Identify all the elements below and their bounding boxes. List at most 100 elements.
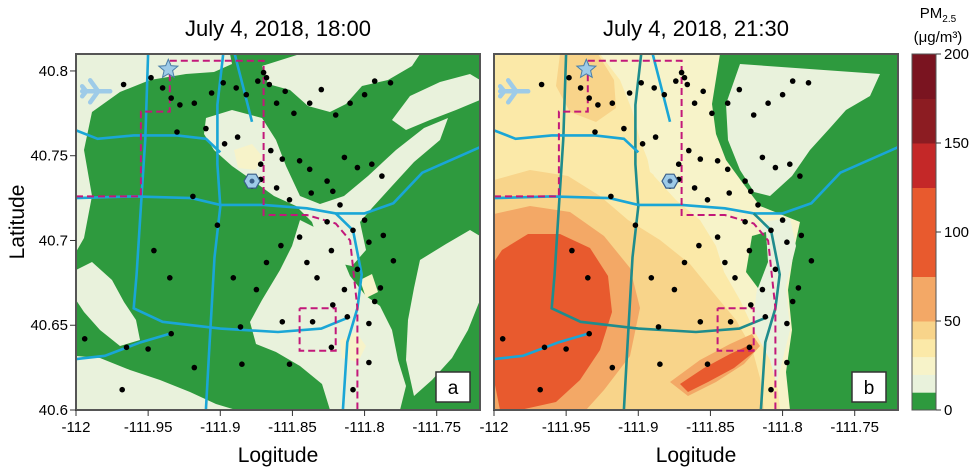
- colorbar-tick-label: 100: [944, 224, 969, 241]
- panel-a-sensor: [341, 154, 348, 161]
- panel-a-sensor: [330, 188, 336, 195]
- axes: -112 -111.95 -111.9 -111.85 -111.8 -111.75 -11…: [30, 63, 879, 436]
- x-tick-label: -111.85: [268, 419, 317, 436]
- panel-b-road-highway-east: [752, 212, 782, 410]
- panel-b-sensor: [772, 266, 779, 273]
- panel-a-boundary-1: [76, 60, 171, 198]
- panel-a-sensor: [318, 86, 325, 93]
- colorbar-band: [912, 232, 936, 277]
- star-landmark-icon: [157, 58, 180, 79]
- panel-b-sensor: [538, 81, 545, 88]
- panel-b-sensor: [592, 129, 598, 135]
- panel-a-sensor: [337, 202, 343, 208]
- panel-a-sensor: [273, 185, 280, 191]
- panel-a-sensor: [366, 239, 372, 245]
- x-tick-label: -111.95: [542, 419, 591, 436]
- panel-a-sensor: [234, 134, 241, 140]
- x-tick-label: -111.9: [618, 419, 658, 436]
- colorbar-tick-label: 50: [944, 313, 961, 330]
- panel-a-sensor: [148, 74, 154, 81]
- panel-a-sensor: [282, 88, 289, 95]
- panel-a-overlay: [76, 54, 480, 410]
- panel-a-title: July 4, 2018, 18:00: [185, 16, 371, 41]
- panel-b-sensor: [577, 85, 584, 91]
- panel-b-sensor: [569, 247, 575, 254]
- panel-a-sensor: [237, 324, 244, 330]
- panel-a-road-highway-east: [334, 212, 364, 410]
- panel-b-title: July 4, 2018, 21:30: [603, 16, 789, 41]
- x-tick-label: -111.8: [344, 419, 384, 436]
- colorbar-ticks: 200 150 100 50 0: [936, 46, 969, 419]
- panel-b-sensor: [652, 134, 659, 140]
- panel-a-label: a: [435, 371, 471, 403]
- panel-b-sensor: [585, 275, 591, 281]
- panel-b-zone-center-light: [640, 112, 702, 192]
- panel-a-zone-south: [76, 356, 236, 410]
- panel-b-sensor: [691, 100, 698, 106]
- panel-a-road-highway-201: [76, 129, 222, 154]
- panel-a-sensor: [239, 361, 245, 368]
- panel-b-sensor: [671, 286, 678, 293]
- panel-b-sensor: [673, 78, 679, 84]
- panel-a-sensor: [214, 222, 221, 228]
- panel-a-sensor: [177, 102, 183, 108]
- panel-a-sensor: [380, 232, 387, 239]
- panel-a-sensor: [296, 158, 303, 164]
- panel-b-sensor: [566, 74, 572, 81]
- panel-a-sensor: [371, 298, 378, 305]
- x-tick-label: -111.95: [124, 419, 173, 436]
- panel-a-sensor: [304, 259, 310, 266]
- panel-a-sensor: [208, 90, 215, 96]
- panel-a-sensor: [123, 344, 130, 351]
- hexagon-landmark-center: [667, 178, 673, 184]
- panel-b-sensor: [779, 217, 786, 223]
- panel-a-sensor: [308, 190, 315, 196]
- panel-b-sensor: [762, 314, 769, 320]
- panel-b-sensor: [697, 156, 704, 162]
- panel-b-label-box: [851, 371, 887, 403]
- panel-b-sensor: [648, 275, 655, 281]
- panel-b-sensor: [727, 319, 734, 325]
- colorbar-bands: [912, 54, 936, 411]
- panel-a-sensor: [350, 386, 356, 393]
- colorbar-tick-label: 0: [944, 402, 952, 419]
- panel-a-sensor: [291, 110, 297, 117]
- panel-b-sensor: [678, 69, 685, 76]
- panel-b-sensor: [759, 286, 766, 293]
- panel-b-sensor: [748, 188, 754, 195]
- panel-b-sensor: [639, 141, 646, 147]
- panel-b-sensor: [798, 232, 805, 239]
- panel-a-sensor: [379, 173, 385, 179]
- panel-a-sensor: [159, 85, 166, 91]
- panel-a-sensor: [190, 193, 196, 200]
- panel-b-sensor: [709, 110, 715, 117]
- colorbar-tick-label: 200: [944, 46, 969, 63]
- panel-a-zone-southwest-strip: [76, 262, 140, 346]
- panel-a-zone-southeast-lower: [406, 230, 480, 396]
- panel-a-boundary-0: [169, 59, 359, 410]
- panel-a-frame: [75, 53, 481, 411]
- panel-a-sensor: [263, 259, 270, 266]
- panel-b-road-interstate-80: [494, 146, 898, 215]
- panel-b-sensor: [787, 161, 793, 167]
- panel-b-sensor: [768, 227, 774, 234]
- panel-b-sensor: [797, 173, 803, 179]
- panel-a-sensor: [233, 85, 239, 91]
- panel-b-road-highway-201: [494, 129, 640, 154]
- airport-icon-shape: [79, 78, 113, 105]
- panel-b-sensor: [789, 298, 796, 305]
- panel-a-sensor: [253, 286, 260, 293]
- panel-b-sensor: [675, 161, 682, 167]
- panel-a-sensor: [151, 247, 157, 254]
- panel-a-sensor: [332, 112, 339, 118]
- panel-a-sensor: [203, 125, 209, 132]
- panel-a-sensor: [341, 286, 348, 293]
- x-axis-label-a: Logitude: [238, 444, 319, 467]
- panel-a-sensor: [390, 258, 397, 264]
- colorbar-band: [912, 392, 936, 411]
- panel-b-sensor: [696, 242, 702, 249]
- panel-a-sensor: [273, 100, 280, 106]
- x-tick-label: -111.85: [686, 419, 735, 436]
- panel-a-sensor: [279, 319, 286, 325]
- x-tick-label: -112: [480, 419, 509, 436]
